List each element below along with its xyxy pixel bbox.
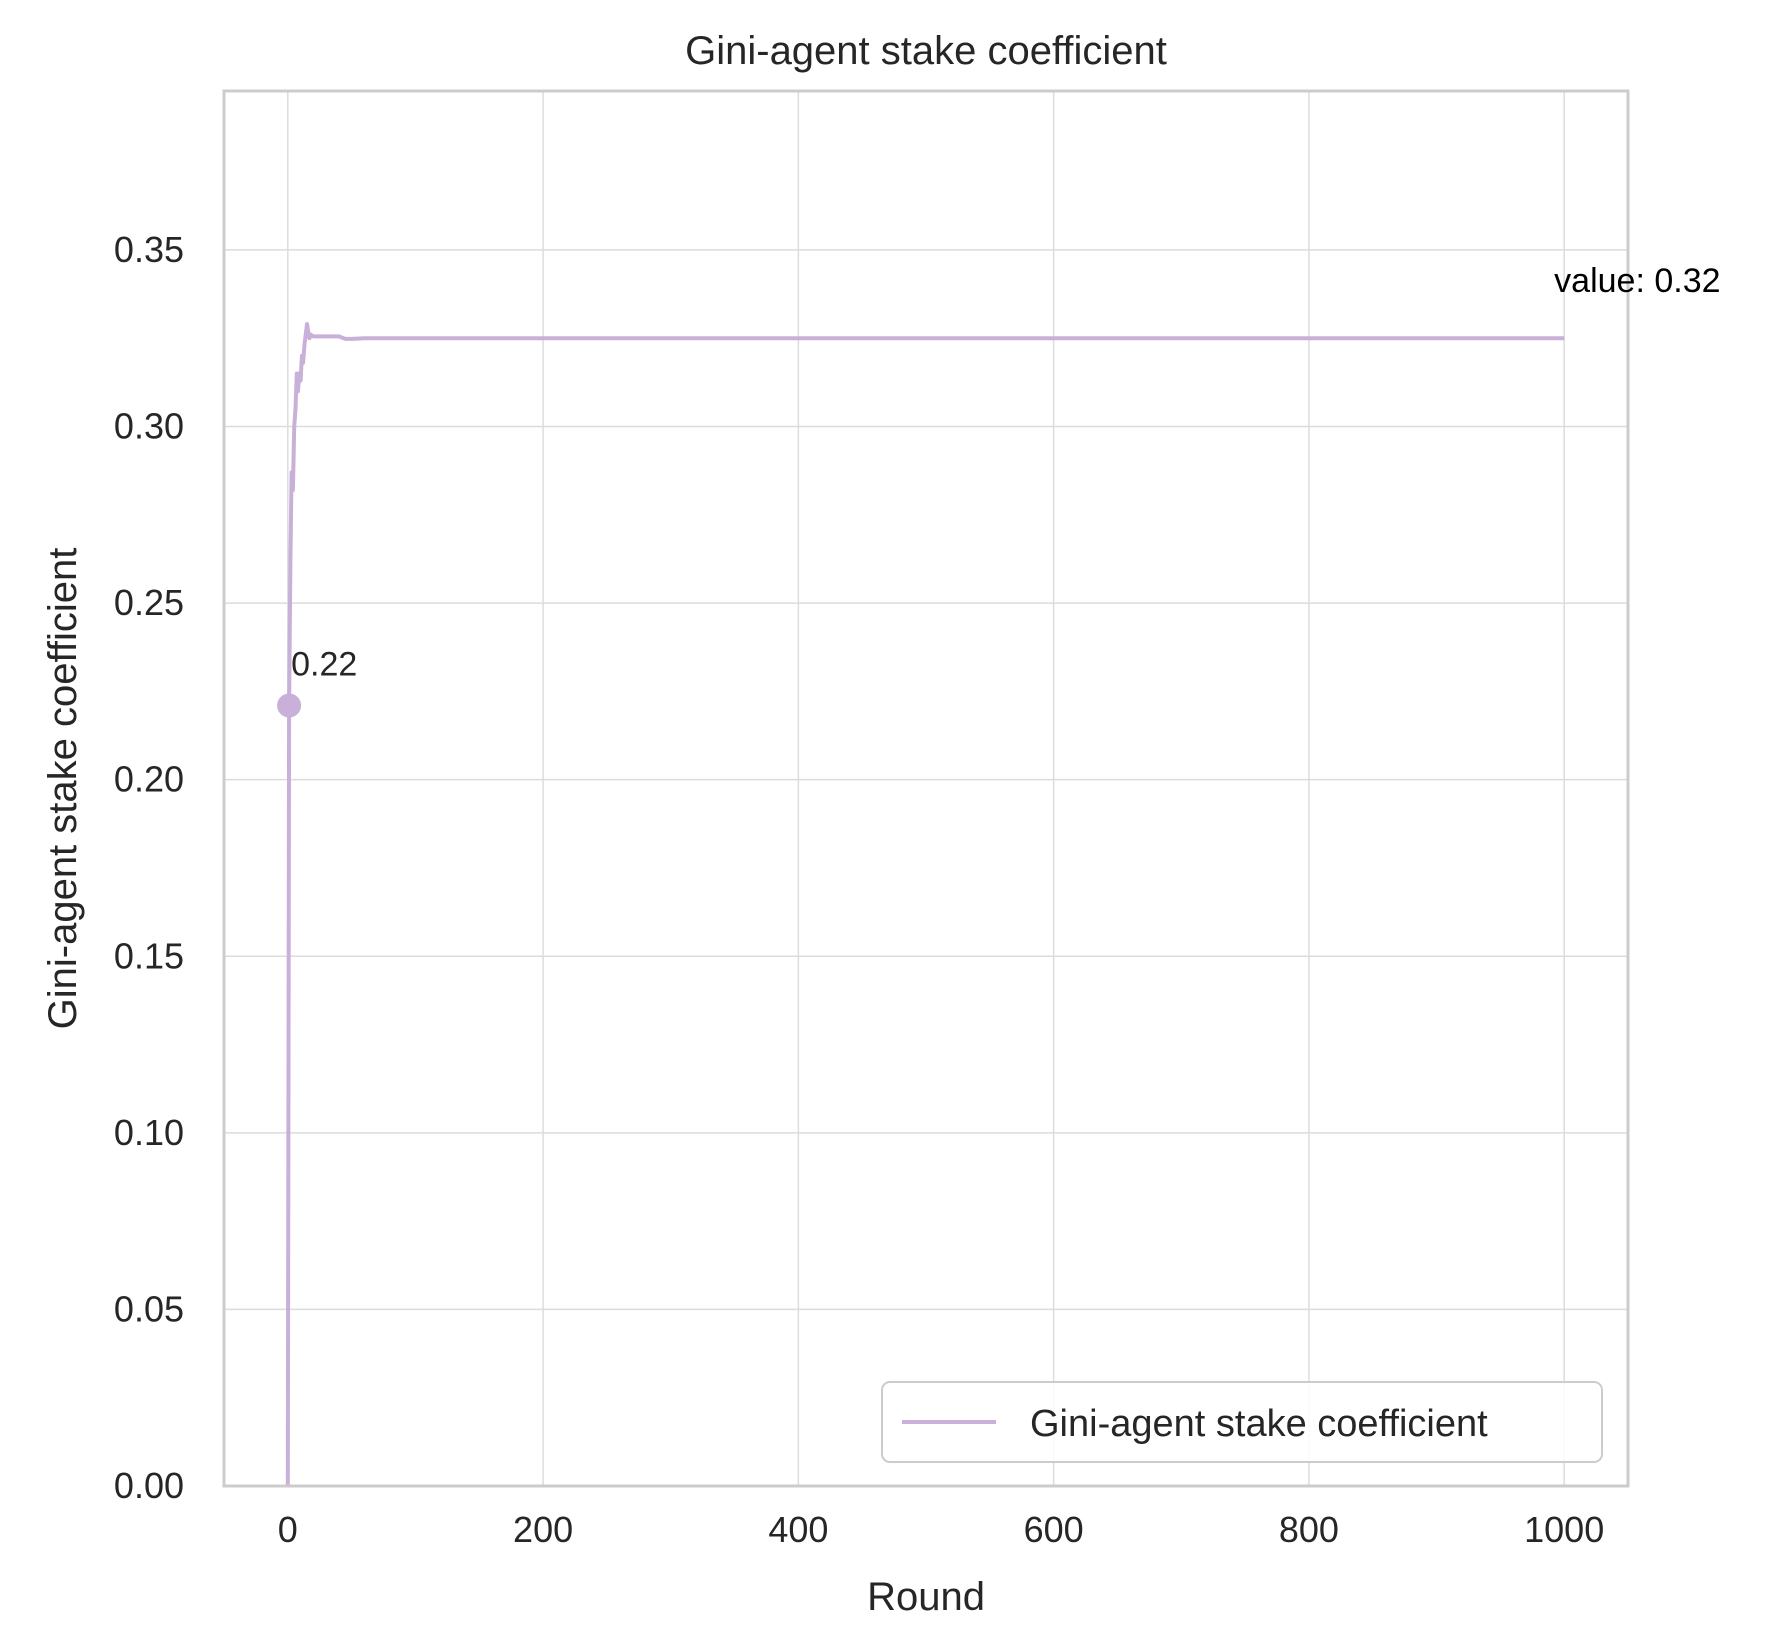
y-tick-label: 0.20 xyxy=(114,759,184,800)
start-value-label: 0.22 xyxy=(291,646,357,684)
legend-label: Gini-agent stake coefficient xyxy=(1030,1403,1488,1445)
x-tick-label: 200 xyxy=(513,1509,573,1550)
plot-frame xyxy=(222,89,1630,1488)
series-layer xyxy=(285,322,1565,1487)
start-marker xyxy=(277,693,302,718)
legend: Gini-agent stake coefficient xyxy=(881,1381,1603,1463)
x-axis-label: Round xyxy=(867,1575,985,1619)
annotations: 0.22 value: 0.32 xyxy=(277,262,1721,718)
y-tick-label: 0.15 xyxy=(114,935,184,976)
legend-box xyxy=(881,1381,1603,1463)
x-tick-label: 400 xyxy=(768,1509,828,1550)
x-tick-label: 600 xyxy=(1024,1509,1084,1550)
x-tick-label: 800 xyxy=(1279,1509,1339,1550)
y-tick-label: 0.25 xyxy=(114,582,184,623)
y-tick-label: 0.00 xyxy=(114,1465,184,1506)
y-tick-label: 0.05 xyxy=(114,1288,184,1329)
chart-title: Gini-agent stake coefficient xyxy=(685,29,1167,73)
y-axis-label: Gini-agent stake coefficient xyxy=(41,548,85,1030)
x-axis-ticks: 0 200 400 600 800 1000 xyxy=(278,1509,1604,1550)
y-tick-label: 0.10 xyxy=(114,1112,184,1153)
x-tick-label: 0 xyxy=(278,1509,298,1550)
y-tick-label: 0.30 xyxy=(114,406,184,447)
end-value-label: value: 0.32 xyxy=(1554,262,1720,300)
grid-lines xyxy=(224,91,1628,1487)
y-tick-label: 0.35 xyxy=(114,229,184,270)
y-axis-ticks: 0.00 0.05 0.10 0.15 0.20 0.25 0.30 0.35 xyxy=(114,229,184,1506)
x-tick-label: 1000 xyxy=(1524,1509,1604,1550)
series-line xyxy=(285,322,1565,1487)
